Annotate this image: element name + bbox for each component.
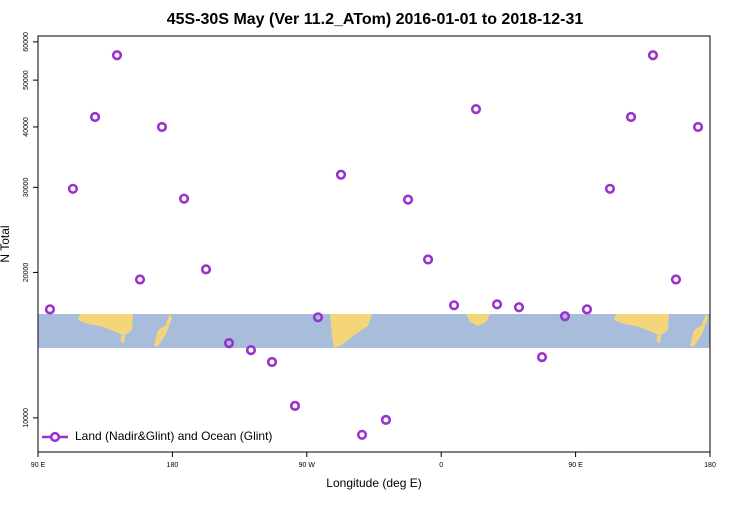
point bbox=[356, 429, 368, 440]
point bbox=[491, 299, 503, 310]
chart-title: 45S-30S May (Ver 11.2_ATom) 2016-01-01 t… bbox=[167, 11, 584, 28]
point bbox=[111, 50, 123, 61]
plot-frame bbox=[37, 35, 711, 453]
point bbox=[559, 311, 571, 322]
point bbox=[513, 302, 525, 313]
y-tick-label: 10000 bbox=[23, 408, 30, 428]
x-tick-label: 180 bbox=[704, 462, 716, 469]
point bbox=[692, 121, 704, 133]
x-tick-label: 90 E bbox=[31, 462, 46, 469]
y-tick-label: 40000 bbox=[23, 117, 30, 137]
legend-marker bbox=[49, 431, 61, 443]
point bbox=[335, 169, 347, 180]
x-tick-label: 90 E bbox=[568, 462, 583, 469]
point bbox=[647, 50, 659, 61]
point bbox=[200, 264, 212, 275]
y-tick-label: 60000 bbox=[23, 32, 30, 52]
point bbox=[625, 111, 637, 123]
point bbox=[156, 121, 168, 133]
y-tick-label: 20000 bbox=[23, 263, 30, 283]
point bbox=[581, 304, 593, 315]
legend-label: Land (Nadir&Glint) and Ocean (Glint) bbox=[75, 429, 272, 443]
point bbox=[604, 183, 616, 194]
point bbox=[223, 338, 235, 349]
x-axis-label: Longitude (deg E) bbox=[326, 476, 421, 490]
y-tick-label: 30000 bbox=[23, 177, 30, 197]
point bbox=[422, 254, 434, 265]
point bbox=[312, 312, 324, 323]
y-axis-label: N Total bbox=[0, 225, 12, 262]
point bbox=[245, 345, 257, 356]
point bbox=[134, 274, 146, 285]
point bbox=[67, 183, 79, 194]
point bbox=[380, 414, 392, 425]
point bbox=[448, 300, 460, 311]
point bbox=[178, 193, 190, 204]
point bbox=[670, 274, 682, 285]
point bbox=[289, 400, 301, 411]
x-tick-label: 90 W bbox=[299, 462, 316, 469]
point bbox=[470, 104, 482, 115]
point bbox=[402, 194, 414, 205]
point bbox=[89, 111, 101, 123]
y-tick-label: 50000 bbox=[23, 70, 30, 90]
point bbox=[536, 351, 548, 363]
x-tick-label: 0 bbox=[439, 462, 443, 469]
point bbox=[44, 304, 56, 315]
x-tick-label: 180 bbox=[167, 462, 179, 469]
map-band bbox=[38, 314, 710, 348]
point bbox=[266, 356, 278, 368]
